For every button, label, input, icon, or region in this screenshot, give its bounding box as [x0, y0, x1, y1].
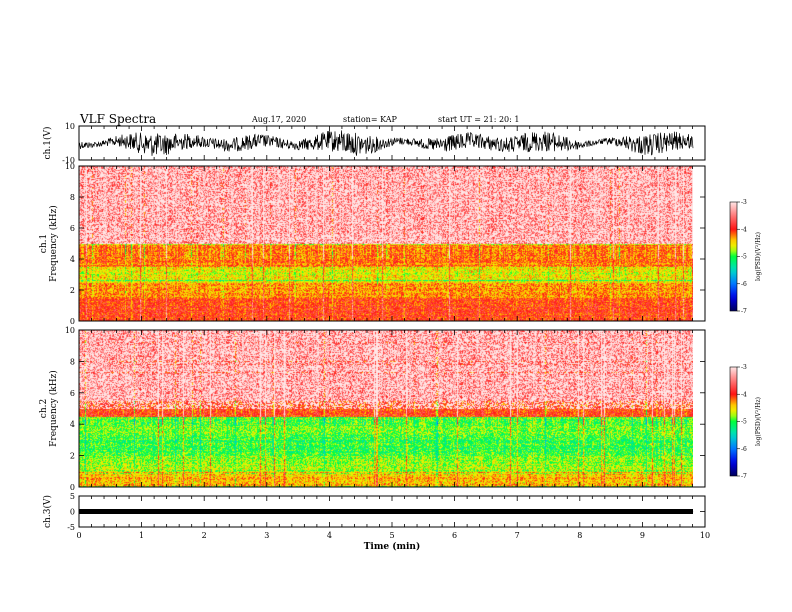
colorbar-tick-label: -4: [741, 226, 747, 233]
y-tick-label: -10: [62, 156, 75, 165]
ch2-colorbar: -3 -4 -5 -6 -7 log(PSD)(V²/Hz): [729, 364, 762, 480]
y-axis-label: ch.1: [39, 234, 49, 253]
ch2-spectrogram-panel: 0 2 4 6 8 10 ch.2 Frequency (kHz): [39, 326, 706, 492]
x-tick-label: 5: [389, 531, 394, 540]
y-tick-label: 6: [70, 224, 75, 233]
colorbar-tick-label: -5: [741, 419, 747, 426]
ch1-waveform-panel: 10 -10 ch.1(V): [42, 122, 706, 165]
x-tick-label: 9: [640, 531, 645, 540]
colorbar-gradient: [729, 366, 738, 477]
y-tick-label: 5: [70, 492, 75, 501]
ch1-waveform-frame: [78, 125, 706, 161]
colorbar-tick-label: -4: [741, 391, 747, 398]
ch1-spectrogram-image: [79, 166, 693, 321]
x-tick-label: 7: [515, 531, 520, 540]
y-tick-label: 0: [70, 508, 75, 517]
ch3-waveform-band: [79, 509, 693, 514]
y-tick-label: 4: [70, 255, 75, 264]
x-tick-label: 8: [577, 531, 582, 540]
x-tick-label: 0: [76, 531, 81, 540]
y-tick-label: -5: [67, 523, 75, 532]
x-tick-label: 4: [327, 531, 332, 540]
colorbar-tick-label: -3: [741, 364, 747, 371]
y-tick-label: 10: [65, 326, 75, 335]
x-tick-label: 1: [139, 531, 144, 540]
y-tick-label: 2: [70, 452, 75, 461]
colorbar-tick-label: -6: [741, 446, 747, 453]
ch1-waveform-line: [78, 130, 694, 156]
x-tick-label: 6: [452, 531, 457, 540]
y-tick-label: 8: [70, 357, 75, 366]
colorbar-tick-label: -5: [741, 254, 747, 261]
y-axis-label: ch.3(V): [42, 495, 53, 528]
y-tick-label: 4: [70, 420, 75, 429]
y-axis-label: Frequency (kHz): [48, 205, 59, 282]
x-tick-label: 2: [202, 531, 207, 540]
ch1-spectrogram-panel: 0 2 4 6 8 10 ch.1 Frequency (kHz): [39, 162, 706, 326]
y-axis-label: ch.1(V): [42, 127, 53, 160]
colorbar-label: log(PSD)(V²/Hz): [755, 397, 762, 446]
y-tick-label: 0: [70, 483, 75, 492]
date-label: Aug.17, 2020: [252, 115, 307, 124]
ch3-waveform-line: [78, 509, 694, 514]
x-axis-label: Time (min): [364, 541, 421, 552]
x-tick-label: 3: [264, 531, 269, 540]
start-time-label: start UT = 21: 20: 1: [438, 115, 520, 124]
y-tick-label: 0: [70, 317, 75, 326]
y-tick-label: 6: [70, 389, 75, 398]
colorbar-label: log(PSD)(V²/Hz): [755, 232, 762, 281]
colorbar-gradient: [729, 201, 738, 312]
colorbar-tick-label: -6: [741, 281, 747, 288]
ch1-colorbar: -3 -4 -5 -6 -7 log(PSD)(V²/Hz): [729, 199, 762, 315]
chart-title: VLF Spectra: [80, 112, 157, 126]
x-tick-label: 10: [700, 531, 710, 540]
colorbar-tick-label: -3: [741, 199, 747, 206]
y-axis-label: Frequency (kHz): [48, 370, 59, 447]
y-tick-label: 2: [70, 286, 75, 295]
colorbar-tick-label: -7: [741, 308, 747, 315]
y-tick-label: 10: [65, 122, 75, 131]
ch2-spectrogram-image: [79, 330, 693, 487]
y-tick-label: 10: [65, 162, 75, 171]
colorbar-tick-label: -7: [741, 473, 747, 480]
y-axis-label: ch.2: [39, 399, 49, 418]
y-tick-label: 8: [70, 193, 75, 202]
station-label: station= KAP: [343, 115, 397, 124]
